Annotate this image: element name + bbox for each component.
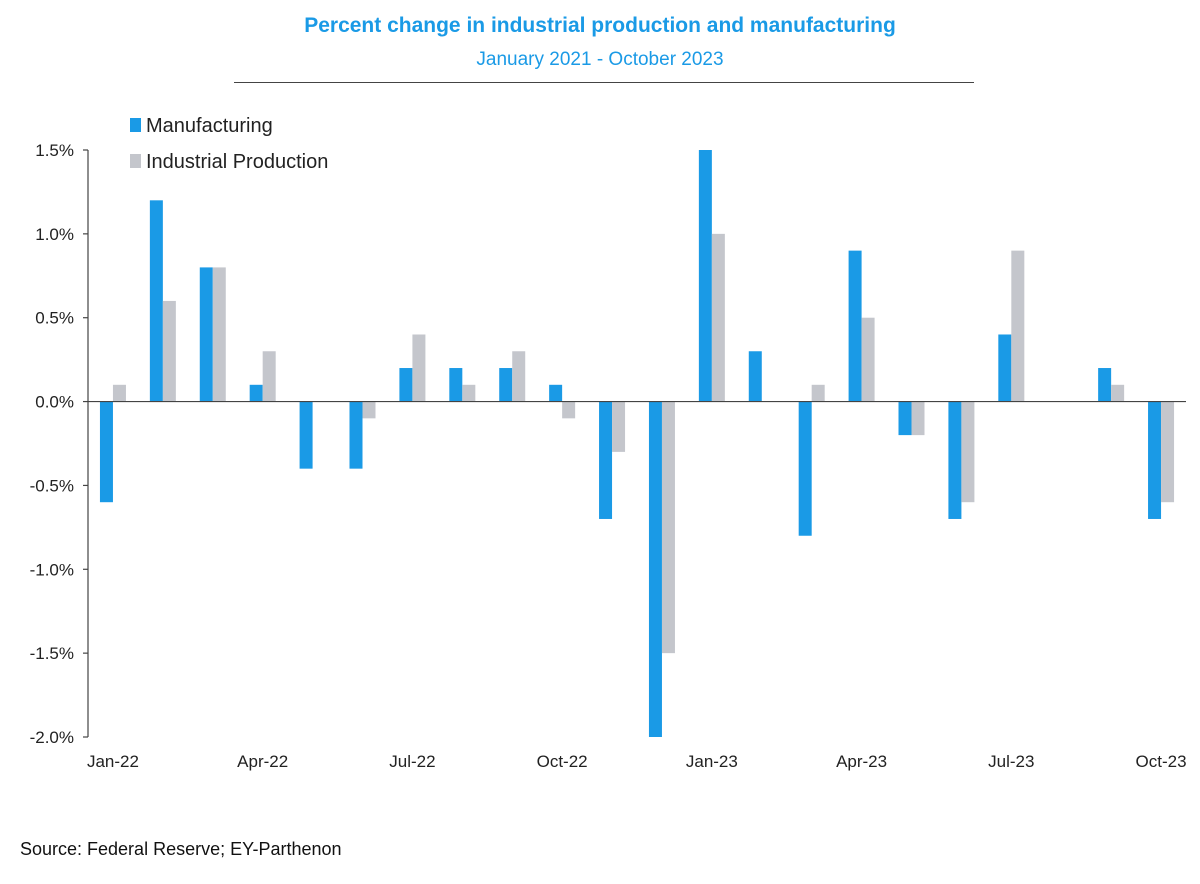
y-tick-labels: 1.5% 1.0% 0.5% 0.0% -0.5% -1.0% -1.5% -2.0%: [30, 141, 74, 747]
chart-subtitle: January 2021 - October 2023: [476, 49, 724, 70]
x-tick-label: Jan-22: [87, 752, 139, 771]
bar-chart: 1.5% 1.0% 0.5% 0.0% -0.5% -1.0% -1.5% -2.0% Jan…: [30, 115, 1187, 771]
manufacturing-bar-feb-23: [748, 351, 762, 402]
title-divider: [234, 82, 974, 83]
legend-label-industrial-production: Industrial Production: [146, 151, 328, 173]
x-tick-label: Oct-22: [537, 752, 588, 771]
manufacturing-bar-mar-22: [199, 267, 213, 402]
manufacturing-bar-apr-23: [848, 250, 862, 402]
industrial-production-bar-oct-23: [1161, 401, 1175, 503]
y-tick-label: -2.0%: [30, 728, 74, 747]
manufacturing-bar-sep-22: [499, 368, 513, 402]
x-tick-label: Apr-23: [836, 752, 887, 771]
manufacturing-bar-dec-22: [648, 401, 662, 737]
manufacturing-bar-may-23: [898, 401, 912, 436]
industrial-production-bar-sep-22: [512, 351, 526, 402]
manufacturing-bar-jul-22: [399, 368, 413, 402]
bars-group: [99, 150, 1175, 737]
industrial-production-bar-nov-22: [612, 401, 626, 452]
manufacturing-bar-jun-22: [349, 401, 363, 469]
manufacturing-bar-feb-22: [149, 200, 163, 402]
industrial-production-bar-may-23: [911, 401, 925, 436]
industrial-production-bar-jan-23: [711, 233, 725, 402]
industrial-production-bar-dec-22: [661, 401, 675, 654]
legend: Manufacturing Industrial Production: [130, 115, 328, 173]
x-tick-label: Jul-22: [389, 752, 435, 771]
industrial-production-bar-jun-22: [362, 401, 376, 419]
industrial-production-bar-oct-22: [562, 401, 576, 419]
manufacturing-bar-sep-23: [1098, 368, 1112, 402]
manufacturing-bar-jun-23: [948, 401, 962, 519]
manufacturing-bar-mar-23: [798, 401, 812, 536]
manufacturing-bar-jan-23: [698, 150, 712, 402]
y-tick-label: 1.0%: [35, 225, 74, 244]
x-tick-labels: Jan-22 Apr-22 Jul-22 Oct-22 Jan-23 Apr-23 Jul-…: [87, 752, 1187, 771]
manufacturing-bar-oct-22: [549, 384, 563, 402]
industrial-production-bar-apr-23: [861, 317, 875, 402]
axes-group: [83, 149, 1186, 738]
industrial-production-bar-mar-23: [811, 384, 825, 402]
manufacturing-bar-nov-22: [599, 401, 613, 519]
industrial-production-bar-jan-22: [112, 384, 126, 402]
manufacturing-bar-aug-22: [449, 368, 463, 402]
x-tick-label: Oct-23: [1136, 752, 1187, 771]
industrial-production-bar-jul-23: [1011, 250, 1025, 402]
industrial-production-bar-sep-23: [1111, 384, 1125, 402]
industrial-production-bar-aug-22: [462, 384, 476, 402]
manufacturing-bar-jul-23: [998, 334, 1012, 402]
source-note: Source: Federal Reserve; EY-Parthenon: [20, 839, 342, 859]
y-tick-label: 1.5%: [35, 141, 74, 160]
legend-label-manufacturing: Manufacturing: [146, 115, 273, 137]
industrial-production-bar-feb-22: [162, 300, 176, 402]
manufacturing-bar-jan-22: [99, 401, 113, 503]
legend-swatch-industrial-production: [130, 154, 141, 168]
manufacturing-bar-apr-22: [249, 384, 263, 402]
legend-swatch-manufacturing: [130, 118, 141, 132]
y-tick-label: 0.5%: [35, 309, 74, 328]
y-tick-label: -1.5%: [30, 644, 74, 663]
manufacturing-bar-oct-23: [1148, 401, 1162, 519]
industrial-production-bar-jul-22: [412, 334, 426, 402]
x-tick-label: Jan-23: [686, 752, 738, 771]
x-tick-label: Apr-22: [237, 752, 288, 771]
industrial-production-bar-jun-23: [961, 401, 975, 503]
x-tick-label: Jul-23: [988, 752, 1034, 771]
industrial-production-bar-apr-22: [262, 351, 276, 402]
y-tick-label: 0.0%: [35, 393, 74, 412]
industrial-production-bar-mar-22: [212, 267, 226, 402]
chart-title: Percent change in industrial production …: [304, 14, 896, 37]
y-tick-label: -1.0%: [30, 560, 74, 579]
manufacturing-bar-may-22: [299, 401, 313, 469]
y-tick-label: -0.5%: [30, 476, 74, 495]
